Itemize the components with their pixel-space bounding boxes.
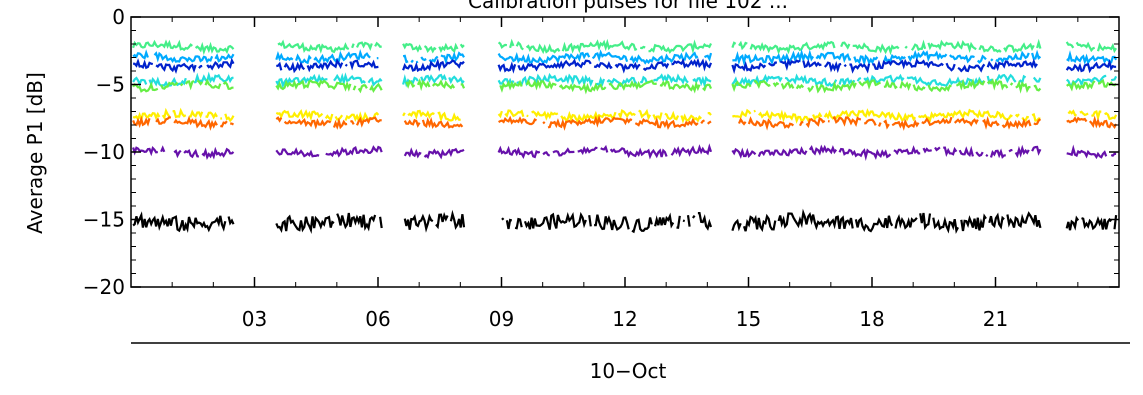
series-line bbox=[132, 208, 1118, 235]
x-axis: 03 06 09 12 15 18 21 bbox=[171, 17, 1079, 331]
series-line bbox=[132, 107, 1118, 124]
y-tick-label: −10 bbox=[83, 140, 125, 164]
series-line bbox=[132, 115, 1118, 131]
y-tick-label: −5 bbox=[96, 73, 125, 97]
series-line bbox=[132, 143, 1117, 162]
x-tick-label: 21 bbox=[983, 307, 1008, 331]
series-line bbox=[132, 78, 1117, 95]
y-tick-label: −15 bbox=[83, 208, 125, 232]
series-line bbox=[132, 38, 1118, 56]
y-tick-label: 0 bbox=[112, 5, 125, 29]
x-tick-label: 03 bbox=[242, 307, 267, 331]
series-line bbox=[132, 57, 1117, 75]
x-tick-label: 09 bbox=[489, 307, 514, 331]
x-tick-label: 15 bbox=[736, 307, 761, 331]
x-tick-label: 06 bbox=[365, 307, 390, 331]
series-line bbox=[132, 48, 1118, 67]
y-tick-label: −20 bbox=[83, 275, 125, 299]
x-tick-label: 18 bbox=[859, 307, 884, 331]
y-axis-label: Average P1 [dB] bbox=[23, 72, 47, 234]
date-axis-label: 10−Oct bbox=[590, 359, 667, 383]
x-tick-label: 12 bbox=[612, 307, 637, 331]
chart-title: Calibration pulses for file 102 ... bbox=[468, 0, 788, 13]
y-axis: 0 −5 −10 −15 −20 bbox=[83, 5, 1119, 299]
series-layer bbox=[132, 38, 1118, 235]
